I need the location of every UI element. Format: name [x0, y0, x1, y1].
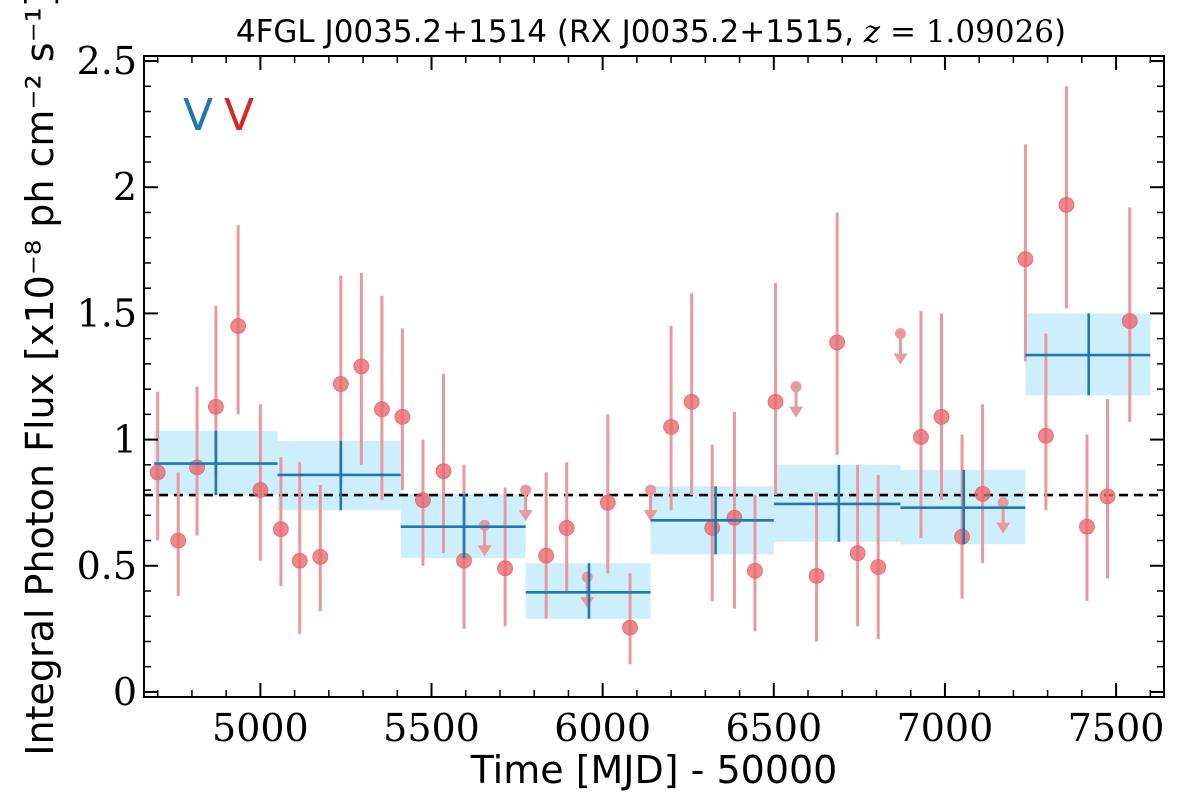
upper-limit-point: [520, 484, 532, 496]
x-tick-label: 7500: [1068, 706, 1165, 750]
x-tick-label: 6500: [725, 706, 822, 750]
flux-point: [415, 492, 431, 509]
upper-limit-arrow: [789, 406, 804, 418]
y-tick-label: 1.5: [77, 291, 137, 335]
flux-point: [767, 393, 784, 410]
y-tick-label: 0.5: [77, 544, 137, 588]
chart-title-main: 4FGL J0035.2+1514 (RX J0035.2+1515,: [236, 14, 864, 50]
flux-point: [394, 408, 411, 425]
upper-limit-point: [997, 497, 1009, 509]
flux-point: [332, 376, 349, 392]
y-tick-label: 0: [113, 670, 137, 714]
chart-title-close: ): [1054, 14, 1066, 50]
flux-point: [373, 401, 390, 418]
flux-point: [170, 532, 187, 549]
flux-point: [149, 464, 166, 481]
flux-point: [189, 459, 205, 476]
flux-point: [808, 567, 825, 584]
flux-point: [913, 429, 929, 445]
flux-point: [726, 509, 743, 526]
upper-limit-arrow: [477, 545, 492, 557]
flux-point: [1099, 488, 1116, 505]
chart-title-redshift-eq: =: [880, 14, 926, 50]
flux-point: [1017, 251, 1034, 268]
flux-point: [704, 520, 721, 536]
x-tick-label: 7000: [897, 706, 994, 750]
y-tick-label: 2.5: [77, 39, 137, 83]
flux-point: [273, 521, 289, 538]
axes: 5000 5500 6000 6500 7000 7500 0 0.5 1 1.5 2 2.5: [77, 39, 1165, 750]
flux-point: [558, 520, 575, 536]
flux-point: [353, 358, 370, 375]
plot-frame: [143, 55, 1165, 698]
flux-point: [747, 562, 763, 579]
x-tick-label: 5500: [383, 706, 480, 750]
x-axis-label: Time [MJD] - 50000: [470, 748, 838, 792]
flux-point: [870, 559, 887, 575]
chart-title-redshift-var: z: [863, 14, 881, 50]
y-axis-label: Integral Photon Flux [x10⁻⁸ ph cm⁻² s⁻¹]: [18, 0, 62, 756]
x-tick-label: 5000: [212, 706, 309, 750]
upper-limit-arrow: [580, 597, 595, 609]
flux-point: [622, 619, 638, 636]
flux-point: [663, 419, 680, 435]
flux-point: [599, 494, 616, 511]
flux-point: [291, 552, 308, 569]
upper-limit-point: [790, 381, 802, 393]
binned-flux-markers: [154, 313, 1151, 619]
flux-point: [207, 398, 224, 415]
binned-flux-boxes: [154, 313, 1151, 619]
flux-point: [312, 549, 329, 565]
flux-point: [252, 482, 269, 498]
flux-point: [1058, 196, 1075, 213]
event-marker-label: V: [183, 90, 213, 141]
flux-point: [230, 318, 247, 334]
flux-point: [933, 408, 950, 425]
flux-point: [829, 334, 846, 351]
flux-point: [849, 545, 866, 562]
flux-point: [1121, 313, 1138, 329]
flux-point: [538, 547, 555, 564]
upper-limit-arrow: [643, 510, 658, 522]
flux-point: [435, 463, 452, 480]
flux-point: [1079, 518, 1095, 535]
flux-point: [683, 393, 700, 410]
x-tick-label: 6000: [554, 706, 651, 750]
event-marker-label: V: [224, 90, 254, 141]
upper-limit-arrow: [893, 353, 908, 365]
flux-point: [497, 560, 514, 577]
flux-point: [1038, 427, 1054, 444]
upper-limit-point: [581, 571, 593, 583]
upper-limit-arrow: [518, 510, 533, 522]
y-tick-label: 1: [113, 418, 137, 462]
upper-limit-arrow: [996, 522, 1011, 534]
chart-title-redshift-value: 1.09026: [926, 14, 1054, 50]
y-tick-label: 2: [113, 165, 137, 209]
upper-limit-point: [645, 484, 657, 496]
upper-limit-point: [894, 328, 906, 340]
flux-point: [954, 528, 970, 545]
chart-title: 4FGL J0035.2+1514 (RX J0035.2+1515, z = …: [236, 14, 1066, 50]
flux-point: [974, 485, 991, 502]
